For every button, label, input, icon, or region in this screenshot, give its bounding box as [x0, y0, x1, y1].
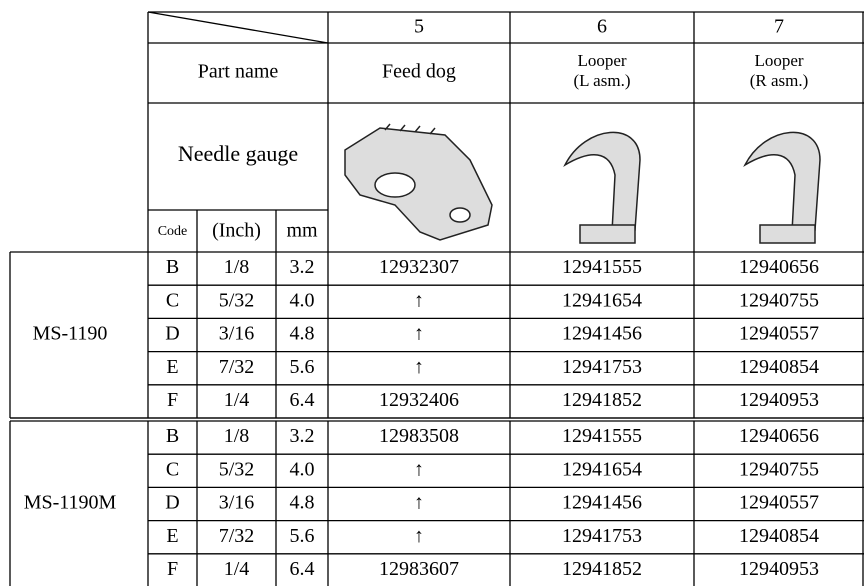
cell: 4.0: [290, 458, 315, 480]
cell: 12940656: [739, 256, 819, 278]
needle-gauge-label: Needle gauge: [178, 141, 298, 166]
cell: 12941555: [562, 425, 642, 447]
cell: 4.8: [290, 323, 315, 345]
cell: 1/8: [224, 425, 250, 447]
part-name: (R asm.): [750, 71, 809, 90]
cell: 5.6: [290, 525, 315, 547]
cell: ↑: [414, 525, 424, 547]
cell: 12941456: [562, 492, 642, 514]
cell: 12983607: [379, 558, 459, 580]
cell: F: [167, 389, 178, 411]
cell: 4.0: [290, 289, 315, 311]
cell: 3.2: [290, 425, 315, 447]
cell: 6.4: [290, 558, 315, 580]
part-name: Looper: [754, 51, 803, 70]
cell: ↑: [414, 289, 424, 311]
sub-header: (Inch): [212, 220, 261, 242]
cell: 12940656: [739, 425, 819, 447]
cell: 12940755: [739, 458, 819, 480]
cell: 12932307: [379, 256, 459, 278]
cell: 5/32: [219, 458, 255, 480]
cell: 12940854: [739, 356, 819, 378]
cell: 12940557: [739, 323, 819, 345]
sub-header: Code: [158, 224, 188, 239]
cell: 12940953: [739, 389, 819, 411]
sub-header: mm: [286, 220, 318, 242]
cell: 12941852: [562, 389, 642, 411]
cell: C: [166, 458, 179, 480]
cell: 12941753: [562, 525, 642, 547]
cell: D: [165, 492, 179, 514]
part-name-label: Part name: [198, 61, 279, 83]
cell: 7/32: [219, 356, 255, 378]
cell: 7/32: [219, 525, 255, 547]
cell: 3/16: [219, 323, 255, 345]
cell: 1/8: [224, 256, 250, 278]
cell: 4.8: [290, 492, 315, 514]
part-name: Feed dog: [382, 61, 456, 83]
cell: 12941654: [562, 289, 642, 311]
model-name: MS-1190: [33, 323, 108, 345]
model-name: MS-1190M: [24, 492, 117, 514]
cell: D: [165, 323, 179, 345]
cell: 5.6: [290, 356, 315, 378]
part-name: (L asm.): [574, 71, 631, 90]
cell: C: [166, 289, 179, 311]
cell: 5/32: [219, 289, 255, 311]
rule: [147, 11, 329, 44]
cell: 12941456: [562, 323, 642, 345]
cell: 12941753: [562, 356, 642, 378]
cell: 12941555: [562, 256, 642, 278]
cell: 6.4: [290, 389, 315, 411]
cell: E: [166, 525, 178, 547]
cell: ↑: [414, 492, 424, 514]
looper-left-illustration: [563, 131, 641, 244]
cell: 12941654: [562, 458, 642, 480]
cell: ↑: [414, 323, 424, 345]
cell: B: [166, 425, 179, 447]
looper-right-illustration: [743, 131, 821, 244]
cell: F: [167, 558, 178, 580]
cell: E: [166, 356, 178, 378]
cell: 12932406: [379, 389, 459, 411]
column-number: 6: [597, 16, 607, 38]
cell: 12940854: [739, 525, 819, 547]
cell: 3/16: [219, 492, 255, 514]
column-number: 7: [774, 16, 784, 38]
cell: 3.2: [290, 256, 315, 278]
cell: 12940755: [739, 289, 819, 311]
part-name: Looper: [577, 51, 626, 70]
cell: B: [166, 256, 179, 278]
cell: 12940953: [739, 558, 819, 580]
cell: ↑: [414, 458, 424, 480]
cell: 12940557: [739, 492, 819, 514]
cell: 1/4: [224, 558, 250, 580]
cell: 12941852: [562, 558, 642, 580]
feed-dog-illustration: [344, 123, 493, 241]
column-number: 5: [414, 16, 424, 38]
cell: ↑: [414, 356, 424, 378]
cell: 1/4: [224, 389, 250, 411]
cell: 12983508: [379, 425, 459, 447]
